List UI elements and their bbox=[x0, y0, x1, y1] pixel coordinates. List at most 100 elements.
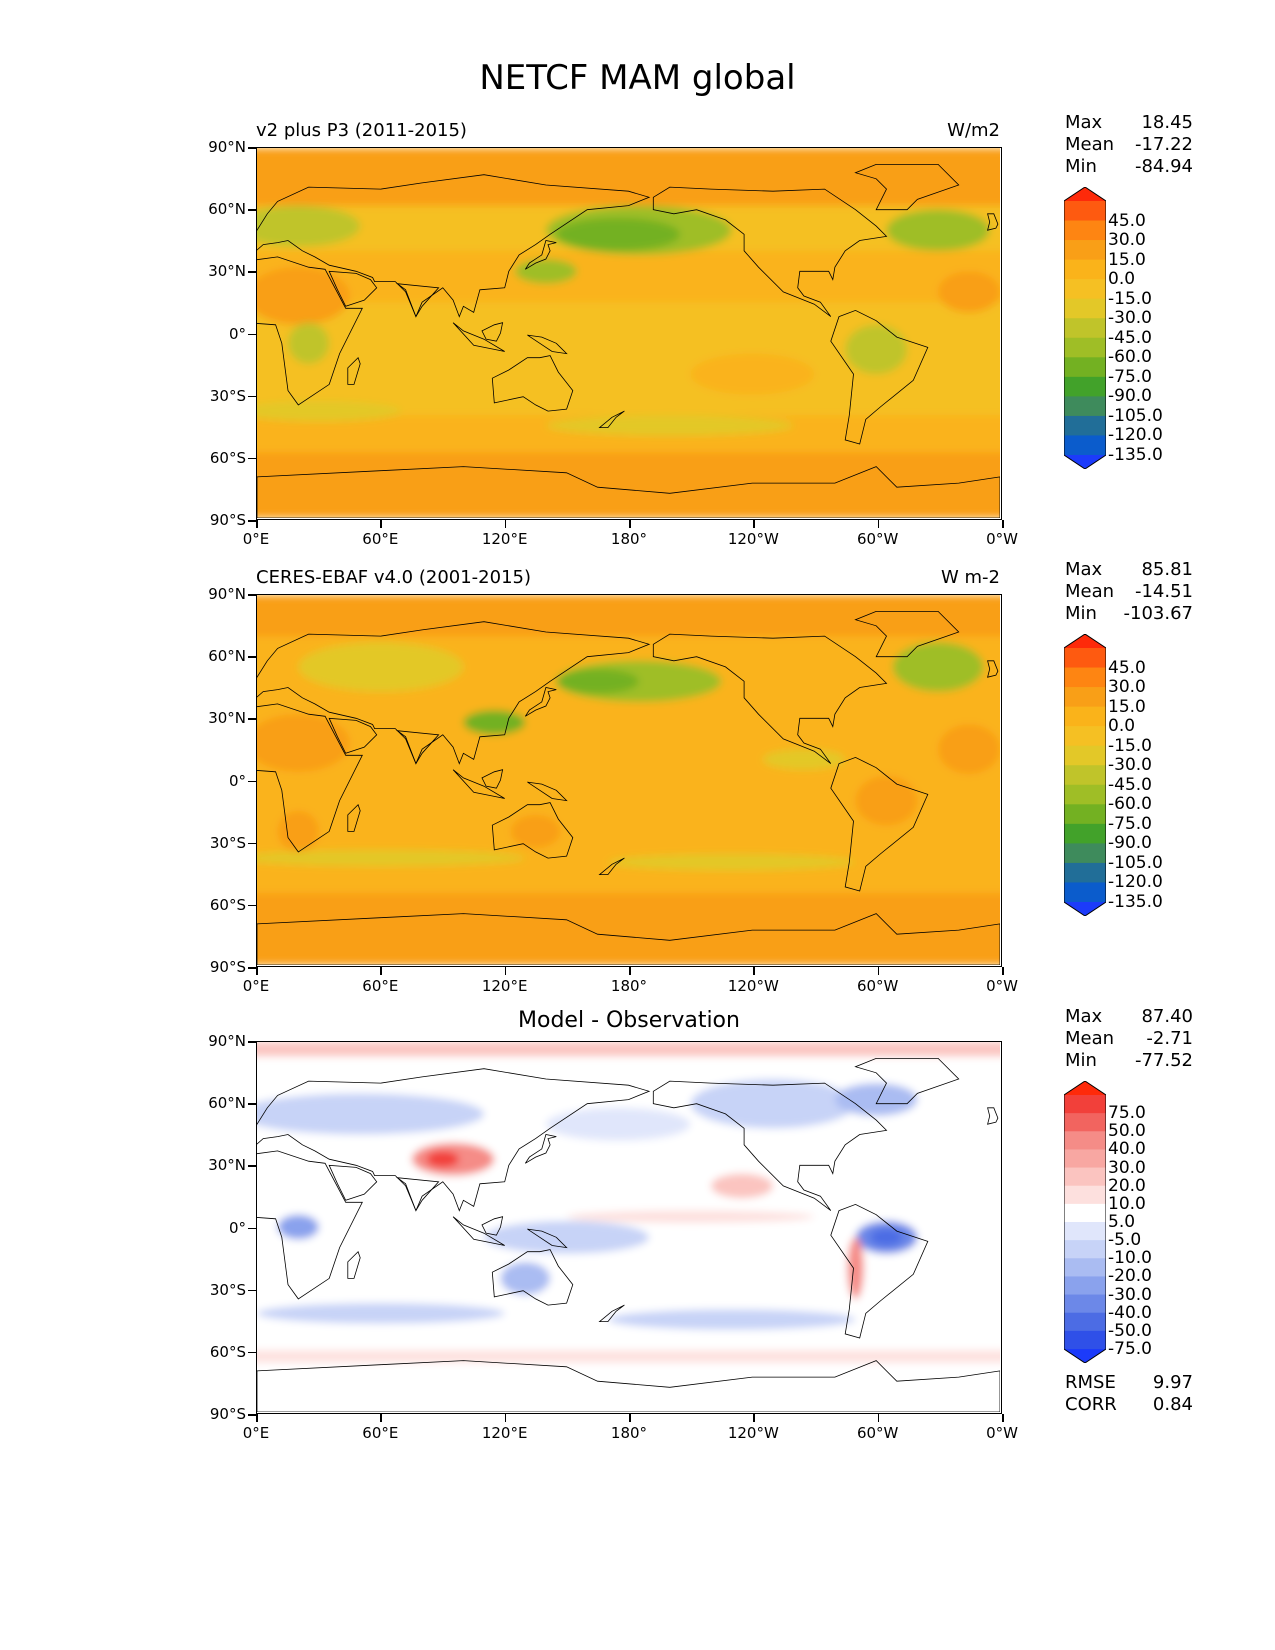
colorbar-tick-label: -135.0 bbox=[1108, 892, 1163, 912]
colorbar-segment bbox=[1064, 765, 1106, 786]
colorbar-extend-min bbox=[1064, 1349, 1106, 1363]
lat-tick bbox=[248, 457, 256, 460]
colorbar-tick-label: 10.0 bbox=[1108, 1193, 1146, 1214]
coastline-africa bbox=[257, 1150, 363, 1300]
field-band bbox=[257, 595, 1000, 637]
coastline-australia bbox=[491, 355, 574, 412]
coastline-nz bbox=[598, 857, 625, 875]
stat-label: Mean bbox=[1065, 134, 1115, 155]
colorbar-segment bbox=[1064, 648, 1106, 669]
colorbar-tick-label: 45.0 bbox=[1108, 210, 1146, 231]
coastline-borneo bbox=[481, 769, 504, 789]
stat-label: Min bbox=[1065, 1050, 1097, 1071]
colorbar-segment bbox=[1064, 298, 1106, 319]
coastline-japan bbox=[524, 687, 557, 717]
coastline-new-guinea bbox=[527, 781, 568, 802]
colorbar-tick-label: -105.0 bbox=[1108, 405, 1163, 426]
colorbar-segment bbox=[1064, 706, 1106, 727]
colorbar-tick-label: -40.0 bbox=[1108, 1302, 1152, 1323]
stats-box: Max 87.40 Mean -2.71 Min -77.52 bbox=[1065, 1006, 1193, 1072]
lon-tick bbox=[504, 520, 507, 528]
lat-tick-label: 30°N bbox=[208, 262, 246, 281]
colorbar-tick-label: 0.0 bbox=[1108, 716, 1136, 737]
lat-tick-label: 90°S bbox=[209, 958, 246, 976]
map-area bbox=[256, 594, 1002, 967]
panel-3: Model - Observation 90°N 60°N 30°N 0° 30°S 60°… bbox=[0, 1006, 1275, 1464]
lon-tick-label: 120°E bbox=[481, 977, 528, 995]
field-band bbox=[257, 148, 1000, 206]
colorbar bbox=[1063, 633, 1107, 917]
colorbar-segment bbox=[1064, 1185, 1106, 1205]
colorbar-segment bbox=[1064, 823, 1106, 844]
lat-tick-label: 0° bbox=[228, 1218, 246, 1237]
colorbar-segment bbox=[1064, 376, 1106, 397]
coastline-borneo bbox=[481, 322, 504, 342]
coastline-africa bbox=[257, 703, 363, 853]
lon-tick-label: 120°E bbox=[481, 1424, 528, 1442]
lat-tick bbox=[248, 594, 256, 596]
colorbar-tick-label: -20.0 bbox=[1108, 1266, 1152, 1287]
lon-tick-label: 0°W bbox=[986, 530, 1018, 548]
map-field bbox=[257, 148, 1000, 518]
lat-tick bbox=[248, 1351, 256, 1354]
lon-tick-label: 60°E bbox=[362, 977, 399, 995]
lon-tick bbox=[753, 967, 755, 975]
stat-row: Min -103.67 bbox=[1065, 603, 1193, 625]
lon-tick bbox=[629, 1414, 631, 1422]
colorbar-segment bbox=[1064, 784, 1106, 805]
field-region bbox=[257, 1303, 505, 1324]
lat-tick-label: 60°N bbox=[208, 200, 246, 219]
colorbar-tick-label: -45.0 bbox=[1108, 327, 1152, 348]
field-region bbox=[500, 1261, 551, 1295]
field-region bbox=[298, 642, 464, 692]
colorbar-tick-label: -75.0 bbox=[1108, 813, 1152, 834]
coastline-indonesia bbox=[452, 1216, 505, 1246]
colorbar-segment bbox=[1064, 1095, 1106, 1114]
coastline-eurasia bbox=[257, 174, 651, 318]
field-band bbox=[257, 1042, 1000, 1057]
colorbar-tick-label: -75.0 bbox=[1108, 366, 1152, 387]
lat-tick bbox=[248, 520, 256, 522]
stat-row: Min -84.94 bbox=[1065, 156, 1193, 178]
coastline-australia bbox=[491, 802, 574, 859]
coastline-australia bbox=[491, 1249, 574, 1306]
stat-label: Max bbox=[1065, 559, 1103, 580]
field-band bbox=[257, 1350, 1000, 1363]
colorbar-segment bbox=[1064, 1276, 1106, 1296]
coastlines bbox=[257, 164, 1000, 518]
coastline-indonesia bbox=[452, 769, 505, 799]
lat-tick-label: 90°N bbox=[208, 138, 246, 156]
lat-tick bbox=[248, 147, 256, 149]
coastline-madagascar bbox=[347, 803, 361, 832]
lon-tick bbox=[380, 967, 382, 975]
lon-tick-label: 120°W bbox=[727, 1424, 779, 1442]
colorbar-tick-label: -120.0 bbox=[1108, 425, 1163, 446]
coastline-nz bbox=[598, 410, 625, 428]
field-region bbox=[607, 854, 856, 871]
colorbar-segment bbox=[1064, 1149, 1106, 1169]
map-field bbox=[257, 1042, 1000, 1412]
lon-tick bbox=[1002, 967, 1004, 975]
coastline-arabia bbox=[328, 717, 378, 754]
lon-tick-label: 180° bbox=[610, 977, 648, 995]
lon-tick-label: 0°W bbox=[986, 977, 1018, 995]
colorbar-segment bbox=[1064, 1222, 1106, 1241]
colorbar-segment bbox=[1064, 1258, 1106, 1277]
lat-tick bbox=[248, 718, 256, 720]
colorbar-segment bbox=[1064, 862, 1106, 883]
colorbar-segment bbox=[1064, 1294, 1106, 1314]
panel-1: v2 plus P3 (2011-2015) W/m2 90°N 60°N 30°N 0°… bbox=[0, 112, 1275, 570]
stat-value: -84.94 bbox=[1134, 156, 1193, 177]
lat-tick-label: 90°S bbox=[209, 511, 246, 529]
colorbar-segment bbox=[1064, 357, 1106, 378]
lon-tick-label: 0°W bbox=[986, 1424, 1018, 1442]
colorbar-wrap bbox=[1063, 633, 1107, 920]
colorbar-segment bbox=[1064, 726, 1106, 747]
lat-tick bbox=[248, 209, 256, 211]
lon-tick bbox=[256, 1414, 258, 1422]
stat-row: Max 18.45 bbox=[1065, 112, 1193, 134]
stat-row: Mean -17.22 bbox=[1065, 134, 1193, 156]
skill-value: 9.97 bbox=[1152, 1372, 1193, 1393]
field-region bbox=[257, 714, 350, 772]
lon-tick bbox=[380, 520, 382, 528]
